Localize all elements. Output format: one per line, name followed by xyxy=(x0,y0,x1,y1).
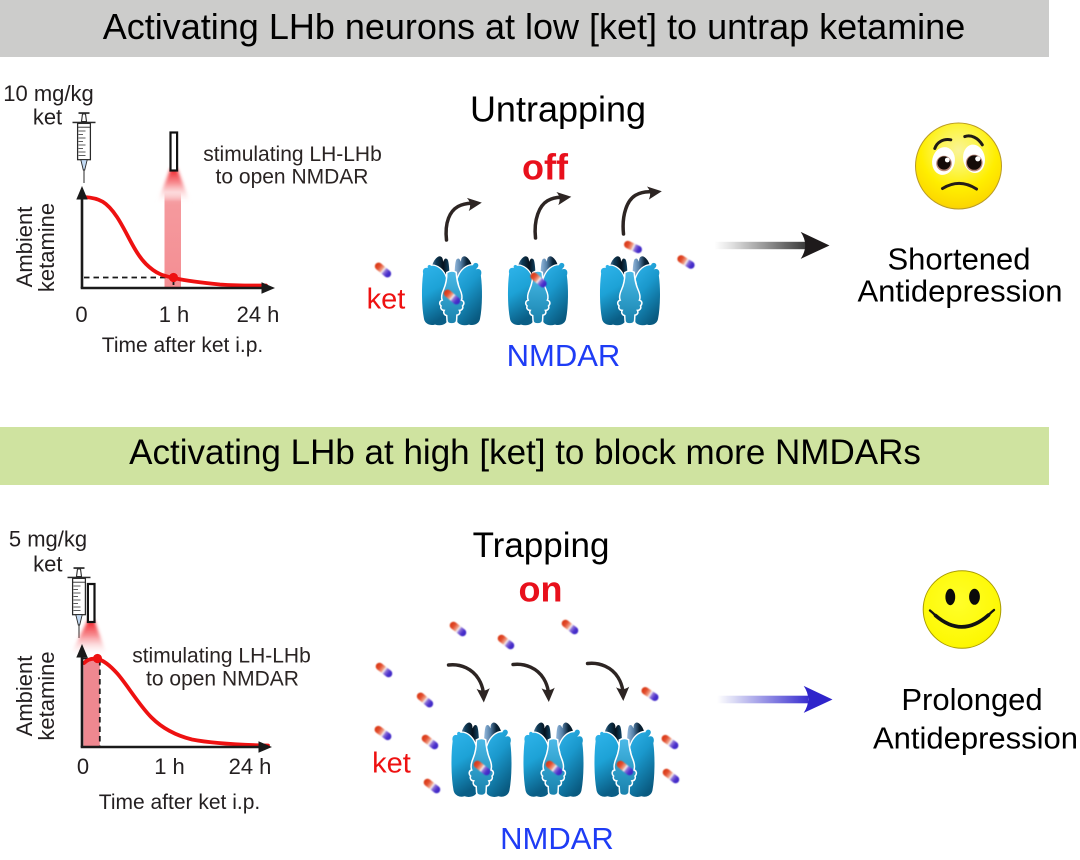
svg-text:ket: ket xyxy=(372,748,411,780)
svg-text:Prolonged: Prolonged xyxy=(901,682,1042,717)
svg-text:on: on xyxy=(519,569,563,610)
svg-text:stimulating LH-LHb: stimulating LH-LHb xyxy=(203,143,382,166)
svg-text:1 h: 1 h xyxy=(159,302,190,327)
svg-text:24 h: 24 h xyxy=(229,754,272,779)
svg-text:NMDAR: NMDAR xyxy=(507,338,621,373)
svg-text:5 mg/kg: 5 mg/kg xyxy=(9,527,87,552)
svg-text:Trapping: Trapping xyxy=(473,526,610,565)
svg-text:to open NMDAR: to open NMDAR xyxy=(216,166,369,189)
svg-text:Antidepression: Antidepression xyxy=(873,721,1078,756)
svg-text:ketamine: ketamine xyxy=(34,651,59,740)
svg-text:ket: ket xyxy=(367,284,406,316)
svg-text:to open NMDAR: to open NMDAR xyxy=(146,668,299,691)
svg-text:Ambient: Ambient xyxy=(12,656,37,737)
svg-text:1 h: 1 h xyxy=(154,754,185,779)
svg-text:10 mg/kg: 10 mg/kg xyxy=(3,81,94,106)
svg-text:ket: ket xyxy=(33,552,62,577)
svg-text:Antidepression: Antidepression xyxy=(857,274,1062,309)
svg-text:ketamine: ketamine xyxy=(34,203,59,292)
svg-text:Shortened: Shortened xyxy=(887,242,1030,277)
svg-text:0: 0 xyxy=(75,302,87,327)
svg-text:stimulating LH-LHb: stimulating LH-LHb xyxy=(132,645,311,668)
svg-text:Untrapping: Untrapping xyxy=(470,89,646,130)
svg-text:Time after ket i.p.: Time after ket i.p. xyxy=(102,334,263,357)
svg-text:Activating LHb neurons at low: Activating LHb neurons at low [ket] to u… xyxy=(103,6,965,47)
svg-text:NMDAR: NMDAR xyxy=(500,821,614,856)
svg-text:0: 0 xyxy=(77,754,89,779)
svg-text:off: off xyxy=(522,147,569,188)
svg-text:24 h: 24 h xyxy=(237,302,280,327)
svg-text:ket: ket xyxy=(33,105,62,130)
svg-text:Time after ket i.p.: Time after ket i.p. xyxy=(99,791,260,814)
svg-text:Ambient: Ambient xyxy=(12,207,37,288)
svg-text:Activating LHb at high [ket] t: Activating LHb at high [ket] to block mo… xyxy=(129,433,921,472)
